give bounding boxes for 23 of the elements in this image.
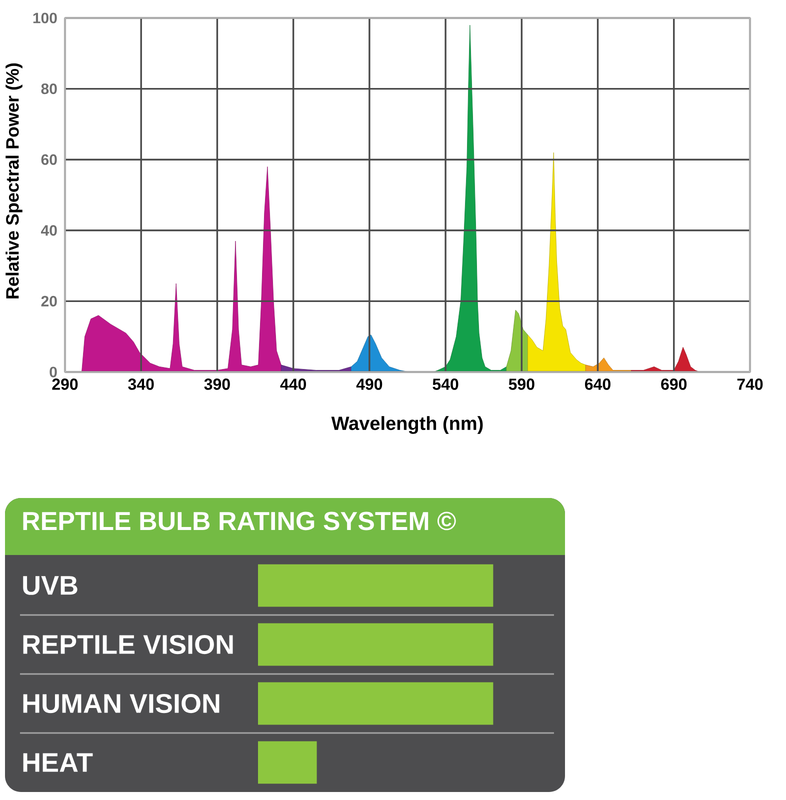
y-tick-label: 0	[50, 366, 57, 378]
x-tick-label: 740	[737, 378, 763, 390]
y-tick-label: HUMAN VISION	[23, 694, 220, 714]
x-tick-label: 490	[356, 378, 382, 390]
y-tick-label: 80	[41, 83, 57, 94]
y-axis-title: Relative Spectral Power (%)	[6, 63, 22, 298]
y-tick-label: 100	[33, 12, 57, 24]
x-tick-label: 590	[508, 378, 534, 390]
y-tick-label: 40	[41, 225, 57, 236]
x-tick-label: 340	[128, 378, 154, 390]
y-tick-label: UVB	[23, 576, 78, 595]
x-tick-label: 640	[585, 378, 610, 390]
y-tick-label: HEAT	[23, 753, 93, 772]
x-tick-label: 390	[204, 378, 230, 390]
x-tick-label: 690	[661, 378, 687, 390]
x-tick-label: 290	[52, 378, 78, 390]
y-tick-label: 60	[41, 154, 57, 165]
chart-title: REPTILE BULB RATING SYSTEM ©	[23, 512, 456, 530]
y-tick-label: REPTILE VISION	[23, 634, 233, 654]
y-tick-label: 20	[41, 296, 57, 307]
x-tick-label: 540	[432, 378, 458, 390]
x-tick-label: 440	[280, 378, 306, 390]
x-axis-title: Wavelength (nm)	[331, 416, 483, 434]
